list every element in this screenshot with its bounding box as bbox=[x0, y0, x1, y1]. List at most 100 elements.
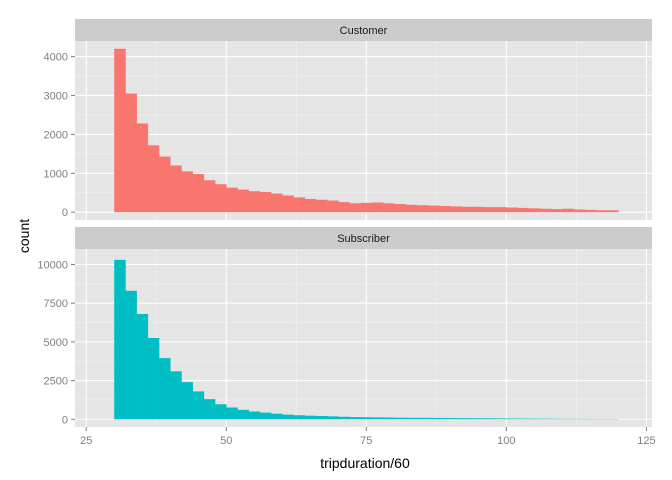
histogram-bar-customer bbox=[439, 205, 451, 213]
histogram-bar-customer bbox=[226, 187, 238, 213]
y-axis-title: count bbox=[16, 219, 32, 253]
histogram-bar-customer bbox=[472, 206, 485, 213]
histogram-bar-subscriber bbox=[338, 416, 350, 420]
histogram-bar-customer bbox=[506, 207, 518, 213]
y-tick-label: 5000 bbox=[44, 337, 68, 349]
histogram-bar-subscriber bbox=[483, 418, 496, 420]
histogram-bar-subscriber bbox=[461, 418, 474, 420]
histogram-bar-subscriber bbox=[528, 418, 541, 420]
histogram-bar-subscriber bbox=[304, 415, 317, 420]
histogram-bar-customer bbox=[450, 206, 462, 213]
histogram-bar-customer bbox=[607, 210, 619, 213]
facet-strip-subscriber bbox=[75, 227, 652, 249]
histogram-bar-customer bbox=[259, 191, 272, 213]
histogram-bar-customer bbox=[461, 206, 474, 213]
histogram-bar-customer bbox=[595, 210, 608, 213]
histogram-bar-customer bbox=[416, 205, 429, 213]
y-tick-label: 10000 bbox=[37, 259, 68, 271]
histogram-bar-customer bbox=[371, 202, 384, 213]
histogram-bar-subscriber bbox=[383, 417, 395, 420]
histogram-bar-subscriber bbox=[439, 418, 451, 420]
histogram-bar-customer bbox=[562, 208, 574, 213]
histogram-bar-customer bbox=[304, 198, 317, 213]
histogram-bar-customer bbox=[383, 203, 395, 213]
histogram-bar-customer bbox=[394, 204, 406, 213]
histogram-bar-customer bbox=[159, 156, 171, 213]
x-tick-label: 50 bbox=[220, 435, 232, 447]
histogram-bar-customer bbox=[147, 145, 160, 213]
x-axis-title: tripduration/60 bbox=[320, 455, 410, 471]
histogram-bar-customer bbox=[203, 180, 216, 213]
histogram-bar-customer bbox=[114, 48, 126, 213]
histogram-bar-subscriber bbox=[159, 358, 171, 420]
histogram-bar-customer bbox=[551, 209, 563, 213]
x-tick-label: 125 bbox=[637, 435, 655, 447]
histogram-bar-subscriber bbox=[371, 417, 384, 420]
histogram-bar-customer bbox=[573, 209, 586, 213]
histogram-bar-customer bbox=[215, 184, 227, 213]
histogram-bar-customer bbox=[528, 208, 541, 213]
y-tick-label: 0 bbox=[62, 414, 68, 426]
histogram-bar-subscriber bbox=[237, 409, 249, 420]
histogram-bar-customer bbox=[282, 195, 294, 213]
histogram-bar-subscriber bbox=[506, 418, 518, 420]
histogram-bar-customer bbox=[539, 208, 552, 213]
histogram-bar-subscriber bbox=[181, 382, 193, 420]
facet-strip-label-customer: Customer bbox=[340, 25, 388, 37]
histogram-bar-subscriber bbox=[293, 415, 305, 420]
histogram-bar-subscriber bbox=[271, 413, 283, 420]
histogram-bar-subscriber bbox=[226, 407, 238, 420]
histogram-bar-subscriber bbox=[472, 418, 485, 420]
histogram-bar-subscriber bbox=[215, 404, 227, 420]
x-tick-label: 100 bbox=[497, 435, 515, 447]
histogram-bar-customer bbox=[483, 207, 496, 213]
histogram-bar-customer bbox=[315, 199, 328, 213]
histogram-bar-customer bbox=[271, 193, 283, 213]
histogram-bar-subscriber bbox=[282, 414, 294, 420]
histogram-bar-customer bbox=[338, 202, 350, 213]
histogram-bar-subscriber bbox=[259, 412, 272, 420]
facet-subscriber: Subscriber 0 2500 5000 7500 10000 25 50 75 100 125 bbox=[37, 227, 656, 447]
histogram-bar-customer bbox=[170, 165, 182, 213]
histogram-bar-customer bbox=[405, 204, 418, 213]
histogram-bar-customer bbox=[584, 209, 597, 213]
histogram-bar-subscriber bbox=[427, 417, 440, 420]
y-tick-label: 0 bbox=[62, 207, 68, 219]
histogram-bar-subscriber bbox=[394, 417, 406, 420]
histogram-bar-customer bbox=[192, 174, 205, 213]
y-tick-label: 1000 bbox=[44, 168, 68, 180]
histogram-bar-customer bbox=[349, 203, 361, 213]
histogram-bar-subscriber bbox=[136, 314, 149, 420]
histogram-bar-subscriber bbox=[170, 371, 182, 420]
y-tick-label: 3000 bbox=[44, 90, 68, 102]
histogram-bar-customer bbox=[495, 207, 507, 213]
histogram-bar-subscriber bbox=[495, 418, 507, 420]
histogram-bar-customer bbox=[327, 200, 339, 213]
histogram-bar-subscriber bbox=[248, 411, 261, 420]
facet-customer: Customer 0 1000 2000 3000 4000 bbox=[44, 19, 652, 220]
histogram-bar-subscriber bbox=[405, 417, 418, 420]
histogram-bar-subscriber bbox=[416, 417, 429, 420]
histogram-bar-subscriber bbox=[315, 416, 328, 420]
y-tick-label: 4000 bbox=[44, 52, 68, 64]
y-tick-label: 2000 bbox=[44, 129, 68, 141]
histogram-bar-subscriber bbox=[450, 418, 462, 420]
histogram-bar-subscriber bbox=[203, 399, 216, 420]
histogram-bar-customer bbox=[517, 207, 530, 213]
histogram-bar-customer bbox=[248, 191, 261, 213]
histogram-bar-subscriber bbox=[539, 418, 552, 420]
facet-strip-customer bbox=[75, 19, 652, 41]
histogram-bar-subscriber bbox=[349, 417, 361, 420]
histogram-bar-subscriber bbox=[327, 416, 339, 420]
y-tick-label: 2500 bbox=[44, 376, 68, 388]
histogram-bar-subscriber bbox=[192, 391, 205, 420]
histogram-bar-customer bbox=[237, 189, 249, 213]
histogram-bar-customer bbox=[293, 197, 305, 213]
histogram-bar-subscriber bbox=[125, 290, 137, 420]
histogram-bar-customer bbox=[125, 93, 137, 213]
histogram-bar-customer bbox=[360, 202, 373, 213]
x-tick-label: 75 bbox=[360, 435, 372, 447]
histogram-bar-customer bbox=[136, 123, 149, 213]
histogram-bar-subscriber bbox=[114, 259, 126, 420]
